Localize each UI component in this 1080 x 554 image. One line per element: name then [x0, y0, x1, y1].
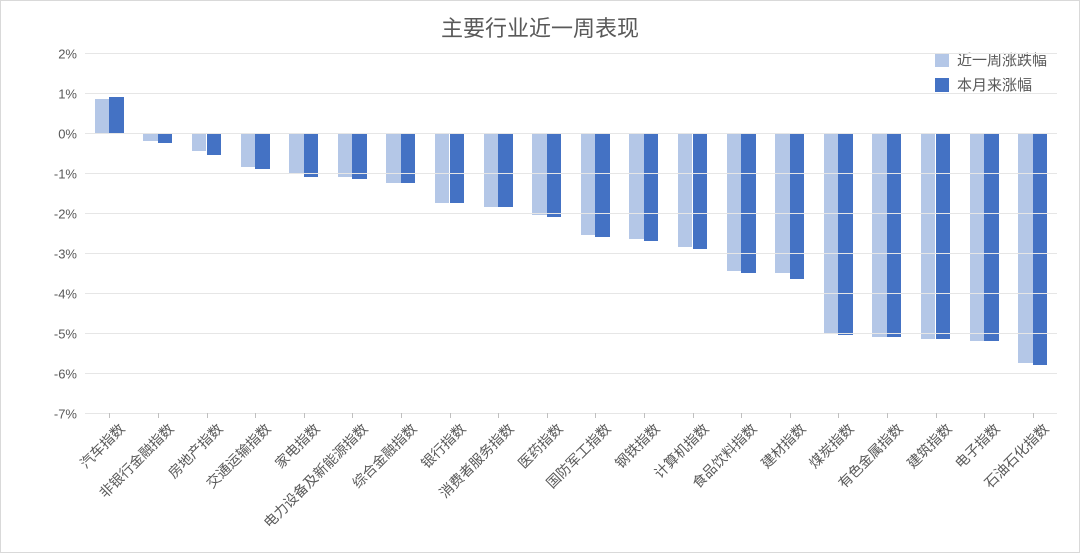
bar	[192, 133, 207, 151]
gridline: 1%	[85, 93, 1057, 94]
bar	[727, 133, 742, 271]
y-tick-label: -2%	[54, 207, 77, 222]
bar	[970, 133, 985, 341]
x-tick	[936, 413, 937, 418]
bar	[984, 133, 999, 341]
y-tick-label: -1%	[54, 167, 77, 182]
bar	[304, 133, 319, 177]
bar	[693, 133, 708, 249]
x-tick	[693, 413, 694, 418]
y-tick-label: -3%	[54, 247, 77, 262]
gridline: -6%	[85, 373, 1057, 374]
y-tick-label: 0%	[58, 127, 77, 142]
bar	[644, 133, 659, 241]
bar	[838, 133, 853, 335]
x-tick	[158, 413, 159, 418]
x-tick	[304, 413, 305, 418]
bar	[289, 133, 304, 173]
gridline: -4%	[85, 293, 1057, 294]
bar	[887, 133, 902, 337]
x-tick-label: 建材指数	[756, 419, 810, 473]
y-tick-label: 2%	[58, 47, 77, 62]
bar	[872, 133, 887, 337]
y-tick-label: -6%	[54, 367, 77, 382]
y-tick-label: 1%	[58, 87, 77, 102]
x-tick	[595, 413, 596, 418]
bar	[207, 133, 222, 155]
bar	[547, 133, 562, 217]
bar	[498, 133, 513, 207]
gridline: -5%	[85, 333, 1057, 334]
x-tick	[838, 413, 839, 418]
bar	[484, 133, 499, 207]
x-tick	[887, 413, 888, 418]
gridline: -3%	[85, 253, 1057, 254]
bar	[241, 133, 256, 167]
x-tick-label: 建筑指数	[902, 419, 956, 473]
bar	[629, 133, 644, 239]
bar	[824, 133, 839, 333]
bar	[143, 133, 158, 141]
bar	[532, 133, 547, 215]
plot-area: 2%1%0%-1%-2%-3%-4%-5%-6%-7%	[85, 53, 1057, 413]
bar	[921, 133, 936, 339]
gridline: 2%	[85, 53, 1057, 54]
x-tick	[644, 413, 645, 418]
bar	[435, 133, 450, 203]
chart-title: 主要行业近一周表现	[1, 1, 1079, 43]
bar	[936, 133, 951, 339]
x-tick	[1033, 413, 1034, 418]
x-tick	[352, 413, 353, 418]
bar	[741, 133, 756, 273]
x-tick	[547, 413, 548, 418]
x-tick	[109, 413, 110, 418]
gridline: -2%	[85, 213, 1057, 214]
x-tick	[207, 413, 208, 418]
x-tick	[984, 413, 985, 418]
x-tick	[741, 413, 742, 418]
bar	[678, 133, 693, 247]
bar	[450, 133, 465, 203]
gridline: 0%	[85, 133, 1057, 134]
bar	[95, 99, 110, 133]
x-tick	[790, 413, 791, 418]
bar	[1018, 133, 1033, 363]
bar	[255, 133, 270, 169]
x-tick	[401, 413, 402, 418]
bar	[338, 133, 353, 177]
x-tick	[450, 413, 451, 418]
bars-layer	[85, 53, 1057, 413]
x-tick	[498, 413, 499, 418]
bar	[401, 133, 416, 183]
bar	[595, 133, 610, 237]
y-tick-label: -4%	[54, 287, 77, 302]
gridline: -1%	[85, 173, 1057, 174]
y-tick-label: -5%	[54, 327, 77, 342]
x-tick	[255, 413, 256, 418]
bar	[158, 133, 173, 143]
bar	[790, 133, 805, 279]
bar	[775, 133, 790, 273]
y-tick-label: -7%	[54, 407, 77, 422]
chart-container: 主要行业近一周表现 近一周涨跌幅 本月来涨幅 2%1%0%-1%-2%-3%-4…	[0, 0, 1080, 553]
bar	[581, 133, 596, 235]
bar	[1033, 133, 1048, 365]
x-axis-labels: 汽车指数非银行金融指数房地产指数交通运输指数家电指数电力设备及新能源指数综合金融…	[85, 413, 1057, 554]
bar	[109, 97, 124, 133]
bar	[386, 133, 401, 183]
